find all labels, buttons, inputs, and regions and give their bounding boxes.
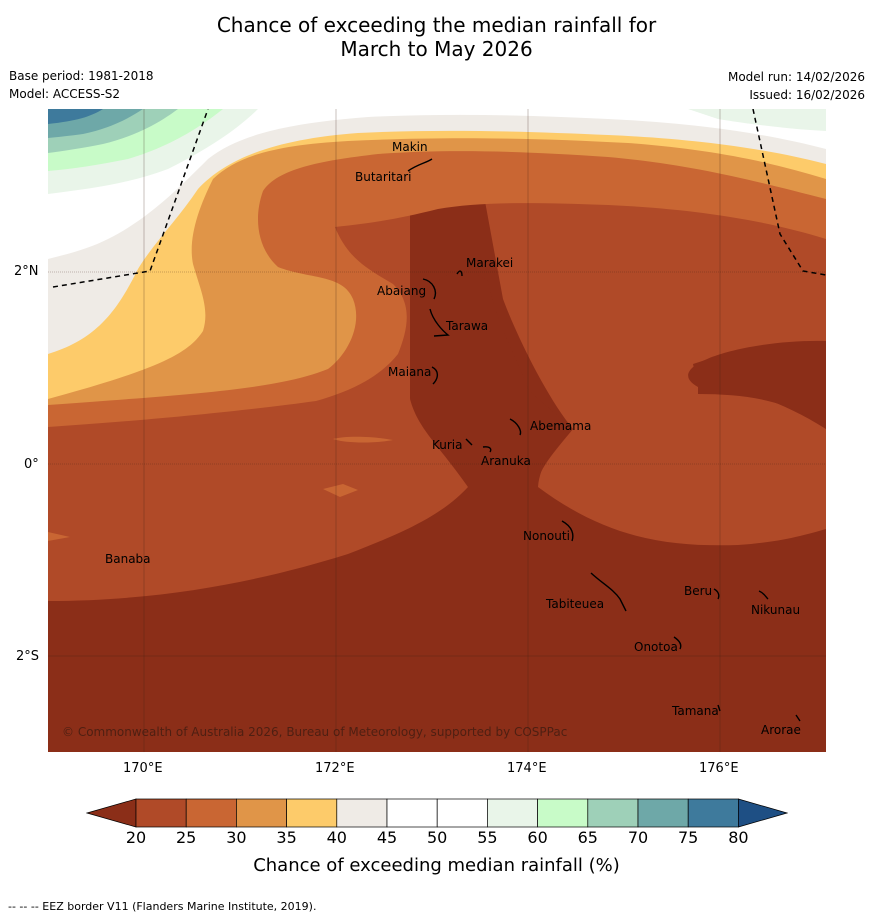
colorbar-extend-low (86, 798, 137, 828)
place-label-marakei: Marakei (466, 256, 514, 270)
colorbar-cell-c45_50 (386, 798, 438, 828)
model-run-date: Model run: 14/02/2026 (727, 70, 865, 84)
map-title-line2: March to May 2026 (340, 37, 533, 61)
contour-55-60-east (688, 109, 826, 131)
colorbar-tick-label: 65 (577, 828, 598, 847)
colorbar-tick-label: 35 (276, 828, 297, 847)
colorbar-cell-c75_80 (687, 798, 739, 828)
model-name: Model: ACCESS-S2 (9, 87, 121, 101)
place-label-arorae: Arorae (761, 723, 801, 737)
colorbar-tick-label: 75 (678, 828, 699, 847)
lat-label-2s: 2°S (16, 649, 40, 664)
contour-patch-1 (333, 436, 393, 443)
colorbar-tick-label: 50 (427, 828, 448, 847)
rainfall-map (48, 109, 826, 752)
colorbar-tick-label: 40 (326, 828, 347, 847)
colorbar-tick-label: 60 (527, 828, 548, 847)
place-label-beru: Beru (684, 584, 713, 598)
issued-date: Issued: 16/02/2026 (749, 88, 865, 102)
island-outlines (407, 158, 801, 722)
colorbar-cell-c35_40 (286, 798, 338, 828)
place-label-abaiang: Abaiang (377, 284, 427, 298)
colorbar-title: Chance of exceeding median rainfall (%) (253, 855, 620, 876)
lon-label-174e: 174°E (507, 761, 547, 776)
lon-label-170e: 170°E (123, 761, 163, 776)
place-label-banaba: Banaba (105, 552, 151, 566)
colorbar-tick-label: 20 (125, 828, 147, 847)
place-label-aranuka: Aranuka (481, 454, 531, 468)
place-label-abemama: Abemama (530, 419, 592, 433)
place-label-butaritari: Butaritari (355, 170, 412, 184)
colorbar-cell-c40_45 (336, 798, 388, 828)
colorbar-tick-label: 55 (477, 828, 498, 847)
lon-label-176e: 176°E (699, 761, 739, 776)
colorbar-tick-label: 30 (226, 828, 247, 847)
place-label-tamana: Tamana (672, 704, 719, 718)
eez-border (52, 109, 826, 288)
colorbar-cell-c50_55 (436, 798, 488, 828)
colorbar-tick-label: 80 (728, 828, 749, 847)
colorbar-cell-c65_70 (587, 798, 639, 828)
colorbar-tick-label: 25 (176, 828, 197, 847)
colorbar-cell-c55_60 (487, 798, 538, 828)
place-label-nonouti: Nonouti (523, 529, 570, 543)
contour-patch-2 (323, 484, 358, 497)
contour-patch-3 (48, 532, 70, 541)
map-title-line1: Chance of exceeding the median rainfall … (216, 13, 657, 37)
place-label-tarawa: Tarawa (446, 319, 489, 333)
colorbar-cell-c60_65 (537, 798, 589, 828)
colorbar-tick-label: 45 (376, 828, 398, 847)
place-label-nikunau: Nikunau (751, 603, 801, 617)
colorbar-extend-high (738, 798, 788, 828)
eez-footnote: -- -- -- EEZ border V11 (Flanders Marine… (8, 900, 317, 913)
contour-below-20-east (688, 340, 826, 429)
gridlines (48, 109, 826, 752)
colorbar-cell-c70_75 (637, 798, 689, 828)
place-label-onotoa: Onotoa (634, 640, 678, 654)
lon-label-172e: 172°E (315, 761, 355, 776)
colorbar-cell-c20_25 (135, 798, 187, 828)
colorbar-cell-c30_35 (236, 798, 287, 828)
lat-label-0: 0° (24, 457, 39, 472)
place-label-tabiteuea: Tabiteuea (546, 597, 605, 611)
colorbar-tick-label: 70 (627, 828, 649, 847)
lat-label-2n: 2°N (14, 264, 39, 279)
base-period: Base period: 1981-2018 (9, 69, 154, 83)
place-label-maiana: Maiana (388, 365, 432, 379)
contour-below-20-tongue (410, 271, 573, 487)
contour-75-80 (48, 109, 103, 124)
copyright-notice: © Commonwealth of Australia 2026, Bureau… (62, 725, 568, 739)
contour-30-35 (48, 109, 826, 405)
place-label-kuria: Kuria (432, 438, 463, 452)
colorbar-cell-c25_30 (185, 798, 237, 828)
place-label-makin: Makin (392, 140, 428, 154)
colorbar (86, 798, 788, 828)
